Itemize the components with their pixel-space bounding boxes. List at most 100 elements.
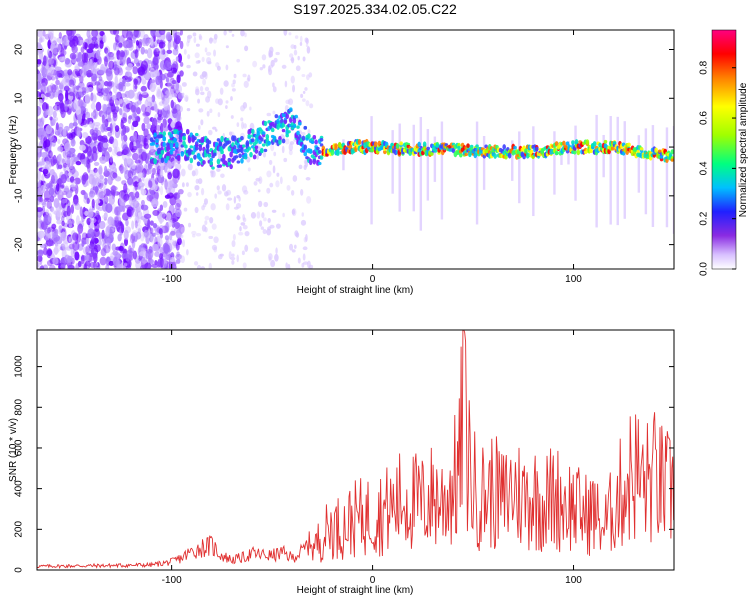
spectrogram-cell	[131, 112, 138, 122]
spectrogram-cell	[180, 255, 185, 264]
spectrogram-cell	[127, 76, 133, 81]
spectrogram-cell	[109, 30, 117, 35]
spectrogram-cell	[290, 75, 295, 84]
spectrogram-cell	[269, 46, 274, 54]
spectrogram-cell	[232, 233, 236, 241]
spectrogram-cell	[113, 216, 119, 221]
spectrogram-cell	[136, 99, 142, 105]
spectrogram-cell	[40, 93, 45, 99]
spectrogram-cell	[57, 126, 64, 138]
spectrogram-cell	[665, 127, 669, 228]
spectrogram-cell	[82, 110, 86, 119]
spectrogram-cell	[144, 99, 149, 108]
spectrogram-cell	[171, 101, 177, 111]
spectrogram-cell	[77, 52, 82, 63]
spectrogram-cell	[284, 80, 288, 88]
spectrogram-cell	[210, 203, 216, 211]
spectrogram-cell	[238, 153, 242, 158]
spectrogram-cell	[69, 176, 75, 183]
spectrogram-cell	[293, 49, 298, 56]
spectrogram-cell	[145, 250, 150, 260]
spectrogram-cell	[144, 49, 148, 54]
spectrogram-cell	[287, 263, 291, 269]
spectrogram-cell	[114, 75, 118, 86]
spectrogram-cell	[562, 140, 566, 146]
spectrogram-cell	[270, 259, 276, 268]
spectrogram-cell	[50, 64, 55, 75]
spectrogram-cell	[319, 138, 324, 142]
spectrogram-cell	[254, 149, 259, 154]
spectrogram-cell	[70, 30, 76, 36]
spectrogram-cell	[164, 178, 168, 190]
spectrogram-cell	[672, 126, 674, 234]
spectrogram-cell	[85, 252, 90, 262]
spectrogram-cell	[160, 157, 165, 164]
spectrogram-cell	[170, 67, 178, 74]
colorbar: 0.0 0.2 0.4 0.6 0.8 Normalized spectral ampl…	[699, 29, 749, 276]
spectrogram-cell	[54, 104, 58, 111]
spectrogram-cell	[100, 123, 105, 133]
spectrogram-cell	[140, 104, 147, 113]
spectrogram-cell	[99, 40, 104, 49]
spectrogram-cell	[262, 64, 266, 69]
spectrogram-cell	[283, 119, 288, 125]
spectrogram-cell	[111, 108, 119, 115]
spectrogram-cell	[61, 210, 67, 218]
spectrogram-cell	[107, 52, 114, 58]
spectrogram-cell	[164, 194, 171, 199]
spectrogram-cell	[84, 93, 91, 105]
spectrogram-cell	[153, 190, 159, 201]
spectrogram-cell	[116, 59, 121, 66]
spectrogram-cell	[173, 32, 178, 43]
spectrogram-cell	[224, 191, 229, 197]
spectrogram-cell	[252, 60, 258, 68]
spectrogram-cell	[242, 217, 247, 223]
spectrogram-cell	[571, 140, 575, 145]
spectrogram-cell	[112, 250, 118, 256]
spectrogram-cell	[77, 61, 83, 67]
spectrogram-cell	[47, 52, 53, 59]
spectrogram-cell	[56, 183, 60, 192]
x-tick-label: -100	[162, 274, 182, 285]
spectrogram-cell	[202, 202, 207, 208]
spectrogram-cell	[297, 55, 300, 61]
spectrogram-cell	[225, 105, 228, 109]
spectrogram-cell	[125, 218, 129, 227]
spectrogram-cell	[118, 245, 124, 252]
spectrogram-cell	[60, 47, 65, 58]
spectrogram-cell	[208, 262, 212, 269]
spectrogram-cell	[176, 74, 181, 84]
spectrogram-cell	[302, 90, 306, 94]
spectrogram-cell	[47, 212, 53, 223]
spectrogram-cell	[213, 33, 218, 40]
spectrogram-cell	[178, 189, 184, 195]
spectrogram-cell	[40, 152, 48, 158]
spectrogram-cell	[237, 231, 244, 236]
spectrogram-cell	[111, 243, 117, 252]
x-tick-label: 0	[370, 274, 376, 285]
spectrogram-cell	[53, 198, 60, 209]
spectrogram-cell	[176, 113, 181, 122]
spectrogram-cell	[637, 135, 641, 193]
spectrogram-cell	[263, 120, 268, 127]
spectrogram-cell	[135, 231, 142, 240]
spectrogram-cell	[191, 230, 197, 236]
spectrogram-cell	[292, 117, 297, 124]
figure-title: S197.2025.334.02.05.C22	[293, 1, 457, 17]
spectrogram-cell	[155, 138, 159, 144]
spectrogram-cell	[85, 245, 91, 255]
spectrogram-cell	[114, 176, 122, 182]
spectrogram-cell	[412, 124, 415, 212]
spectrogram-cell	[245, 140, 250, 147]
spectrogram-cell	[61, 35, 67, 47]
spectrogram-cell	[189, 145, 194, 149]
spectrogram-cell	[306, 196, 312, 204]
spectrogram-cell	[165, 77, 170, 83]
spectrogram-cell	[164, 60, 170, 71]
spectrogram-cell	[216, 65, 221, 71]
spectrogram-cell	[231, 240, 236, 248]
spectrogram-cell	[108, 55, 115, 60]
spectrogram-cell	[56, 69, 61, 77]
spectrogram-cell	[225, 64, 229, 71]
spectrogram-cell	[574, 125, 577, 201]
